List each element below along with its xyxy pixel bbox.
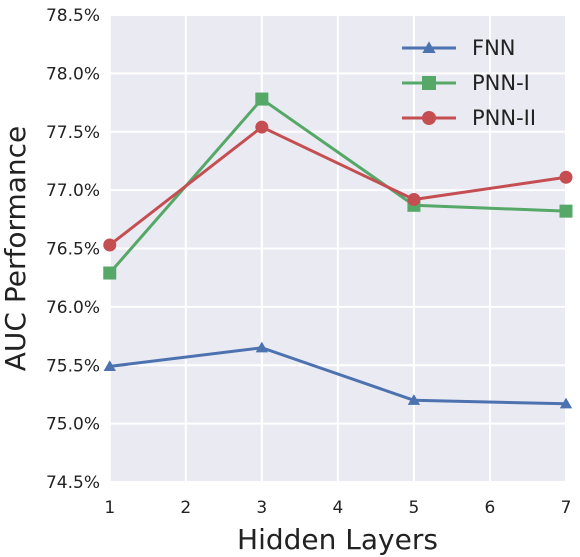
y-tick-label: 75.5% [46,356,100,376]
legend-label: FNN [472,36,516,60]
x-tick-label: 1 [104,498,115,518]
x-tick-labels: 1 2 3 4 5 6 7 [104,498,571,518]
y-tick-labels: 74.5% 75.0% 75.5% 76.0% 76.5% 77.0% 77.5% 78.0%… [46,6,100,493]
legend-marker-fnn [422,41,436,53]
legend-item-fnn: FNN [402,36,516,60]
data-point-pnn-ii [407,192,421,206]
data-point-fnn [103,360,116,372]
x-tick-label: 5 [409,498,420,518]
data-point-pnn-ii [103,238,117,252]
x-tick-label: 6 [485,498,496,518]
data-point-pnn-i [103,266,117,280]
data-point-fnn [559,397,573,409]
y-tick-label: 75.0% [46,415,100,435]
y-tick-label: 77.5% [46,123,100,143]
series-line-fnn [109,346,567,406]
data-point-fnn [407,394,421,405]
y-tick-label: 78.5% [46,6,100,26]
x-axis-title: Hidden Layers [237,523,438,556]
legend: FNN PNN-I PNN-II [402,36,536,130]
series-layer [103,92,573,409]
series-pnn-ii [103,120,573,252]
data-point-pnn-ii [255,120,269,134]
data-point-pnn-i [559,204,573,218]
legend-item-pnn-i: PNN-I [402,71,530,95]
legend-item-pnn-ii: PNN-II [402,106,536,130]
x-tick-label: 4 [332,498,343,518]
y-tick-label: 78.0% [46,64,100,84]
legend-label: PNN-I [472,71,530,95]
x-tick-label: 3 [256,498,267,518]
series-line-pnn-ii [108,125,567,247]
legend-label: PNN-II [472,106,536,130]
legend-marker-pnn-ii [422,111,436,125]
y-tick-label: 74.5% [46,473,100,493]
data-point-fnn [255,341,269,353]
y-tick-label: 76.0% [46,298,100,318]
data-point-pnn-i [255,92,269,106]
data-point-pnn-ii [559,170,573,184]
x-tick-label: 7 [561,498,572,518]
legend-marker-pnn-i [422,76,436,90]
series-fnn [103,341,573,409]
y-tick-label: 77.0% [46,181,100,201]
y-axis-title: AUC Performance [0,126,32,372]
x-tick-label: 2 [180,498,191,518]
y-tick-label: 76.5% [46,240,100,260]
